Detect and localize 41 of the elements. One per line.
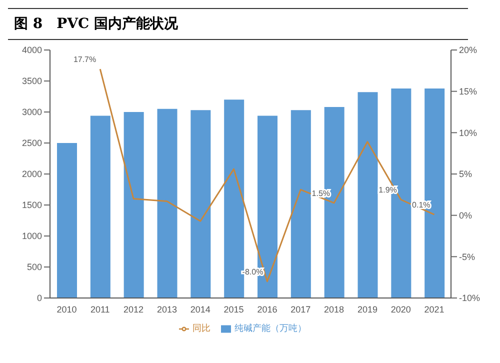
y2-tick-label: -5% bbox=[459, 252, 476, 262]
y2-tick-label: 10% bbox=[459, 128, 478, 138]
bar bbox=[358, 92, 378, 298]
bar bbox=[90, 116, 110, 298]
bar bbox=[190, 110, 211, 298]
x-tick-label: 2020 bbox=[390, 304, 411, 314]
y-tick-label: 0 bbox=[36, 293, 42, 304]
x-tick-label: 2019 bbox=[357, 304, 378, 314]
chart-title: 图 8 PVC 国内产能状况 bbox=[13, 15, 180, 34]
bar bbox=[157, 108, 178, 298]
y-tick-label: 3000 bbox=[22, 107, 42, 118]
x-tick-label: 2012 bbox=[124, 304, 144, 314]
bar bbox=[124, 112, 144, 298]
y-tick-label: 3500 bbox=[22, 76, 42, 86]
x-tick-label: 2016 bbox=[257, 304, 278, 314]
y2-tick-label: 5% bbox=[459, 169, 472, 180]
y-tick-label: 4000 bbox=[22, 45, 42, 56]
y2-tick-label: -10% bbox=[459, 293, 480, 304]
y2-tick-label: 20% bbox=[459, 45, 478, 56]
bar bbox=[290, 110, 311, 298]
y-tick-label: 2000 bbox=[22, 169, 42, 180]
y2-tick-label: 0% bbox=[459, 210, 472, 221]
y-tick-label: 500 bbox=[26, 262, 42, 272]
y2-tick-label: 15% bbox=[459, 86, 478, 97]
x-tick-label: 2017 bbox=[290, 304, 311, 314]
x-tick-label: 2014 bbox=[190, 304, 210, 314]
x-tick-label: 2018 bbox=[324, 304, 344, 314]
bar bbox=[224, 100, 244, 298]
line-series bbox=[99, 68, 436, 282]
legend-label: 同比 bbox=[192, 323, 210, 333]
y-tick-label: 1000 bbox=[22, 231, 42, 242]
data-label: 17.7% bbox=[73, 55, 96, 64]
y-tick-label: 2500 bbox=[22, 138, 42, 148]
legend-label: 纯碱产能（万吨） bbox=[234, 323, 306, 333]
y-tick-label: 1500 bbox=[22, 200, 42, 210]
x-tick-label: 2021 bbox=[424, 304, 444, 314]
x-tick-label: 2015 bbox=[224, 304, 244, 314]
x-tick-label: 2011 bbox=[90, 304, 110, 314]
bar bbox=[57, 143, 77, 298]
x-tick-label: 2013 bbox=[156, 304, 177, 314]
x-tick-label: 2010 bbox=[56, 304, 77, 314]
